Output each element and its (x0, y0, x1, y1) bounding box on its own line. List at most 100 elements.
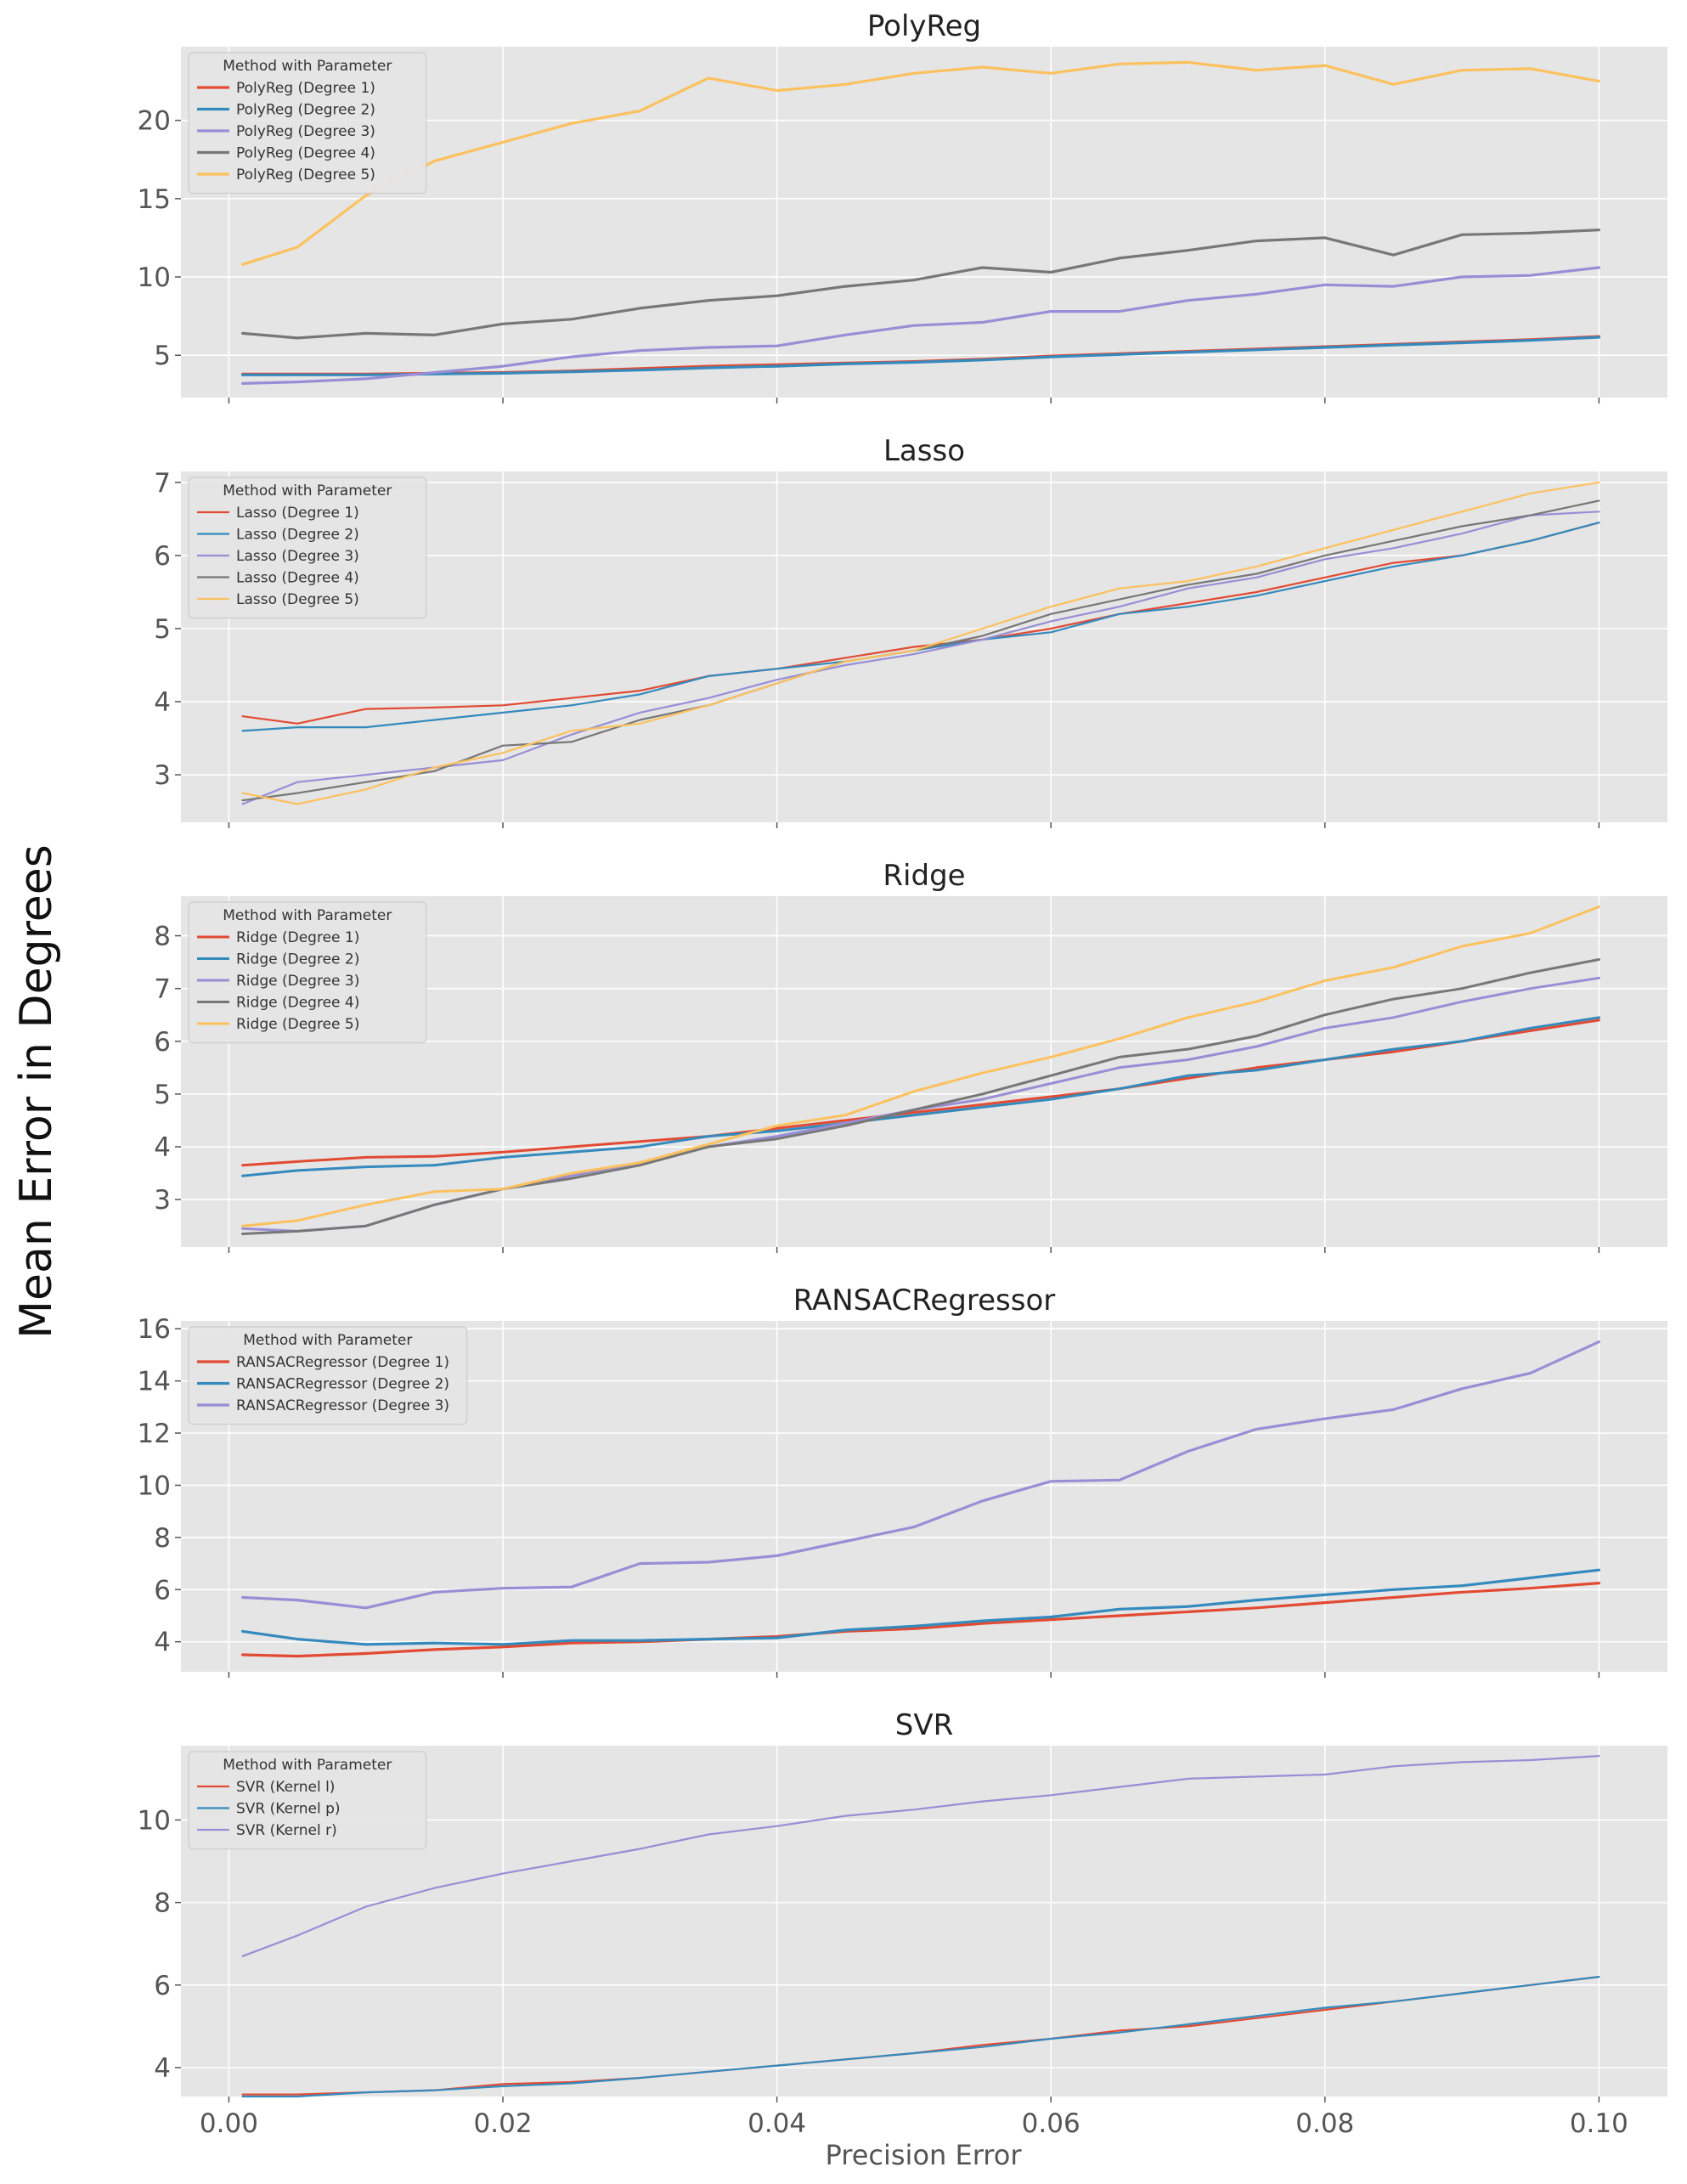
legend-entry: Ridge (Degree 5) (236, 1016, 359, 1033)
series-line (241, 266, 1601, 385)
legend-title: Method with Parameter (243, 1332, 412, 1349)
legend-entry: PolyReg (Degree 2) (236, 102, 375, 119)
y-tick-label: 6 (154, 1575, 171, 1606)
panel-ridge: 3 4 5 6 7 8 Ridge Method with Parameter Ridge (D… (154, 859, 1667, 1253)
legend-entry: SVR (Kernel r) (236, 1822, 337, 1839)
legend: Method with Parameter SVR (Kernel l) SVR (… (188, 1751, 427, 1850)
series-line (241, 481, 1600, 805)
panel-polyreg: 5 10 15 20 PolyReg Method with Parameter PolyR… (138, 9, 1667, 404)
legend-entry: Lasso (Degree 4) (236, 570, 359, 587)
y-tick-label: 5 (154, 614, 171, 645)
legend-box (188, 1326, 468, 1425)
plot-background (181, 1746, 1667, 2097)
y-tick-label: 5 (154, 1080, 171, 1110)
y-tick-label: 7 (154, 468, 171, 499)
legend-title: Method with Parameter (223, 483, 392, 499)
y-tick-label: 14 (138, 1367, 171, 1397)
y-tick-label: 4 (154, 2053, 171, 2084)
panel-title: RANSACRegressor (793, 1284, 1056, 1318)
legend-entry: PolyReg (Degree 4) (236, 145, 375, 162)
x-tick-label: 0.10 (1570, 2108, 1628, 2139)
legend-entry: PolyReg (Degree 5) (236, 166, 375, 183)
legend-entry: PolyReg (Degree 3) (236, 123, 375, 140)
y-tick-label: 10 (138, 1470, 171, 1501)
legend-entry: RANSACRegressor (Degree 1) (236, 1354, 449, 1371)
y-tick-label: 5 (154, 341, 171, 371)
x-axis-label: Precision Error (826, 2139, 1023, 2171)
legend-entry: RANSACRegressor (Degree 3) (236, 1397, 449, 1414)
series-line (241, 522, 1600, 725)
legend-entry: Lasso (Degree 1) (236, 505, 359, 522)
y-tick-label: 6 (154, 1027, 171, 1058)
x-tick-label: 0.02 (474, 2108, 533, 2139)
panel-title: PolyReg (867, 9, 981, 43)
legend: Method with Parameter RANSACRegressor (De… (188, 1326, 468, 1425)
panel-title: Ridge (883, 859, 965, 893)
series-line (241, 229, 1601, 340)
y-axis-label: Mean Error in Degrees (11, 844, 62, 1339)
legend-box (188, 477, 427, 619)
series-line (241, 1016, 1600, 1177)
y-tick-label: 8 (154, 1888, 171, 1919)
series-line (241, 1568, 1601, 1646)
y-tick-label: 3 (154, 760, 171, 791)
legend-entry: PolyReg (Degree 1) (236, 80, 375, 97)
legend-entry: SVR (Kernel l) (236, 1779, 335, 1796)
plot-background (181, 47, 1667, 398)
y-tick-label: 6 (154, 541, 171, 572)
y-tick-label: 15 (138, 184, 171, 215)
y-tick-label: 4 (154, 687, 171, 718)
plot-background (181, 896, 1667, 1247)
legend-title: Method with Parameter (223, 907, 392, 924)
y-tick-label: 7 (154, 974, 171, 1005)
panel-title: Lasso (883, 434, 965, 468)
y-tick-label: 10 (138, 1805, 171, 1836)
y-tick-label: 20 (138, 106, 171, 137)
legend-entry: Lasso (Degree 3) (236, 548, 359, 565)
y-tick-label: 12 (138, 1419, 171, 1449)
x-tick-label: 0.08 (1295, 2108, 1354, 2139)
series-line (241, 1581, 1601, 1658)
x-tick-label: 0.04 (748, 2108, 806, 2139)
legend-title: Method with Parameter (223, 58, 392, 75)
y-tick-label: 6 (154, 1971, 171, 2001)
y-tick-label: 4 (154, 1132, 171, 1163)
y-tick-label: 8 (154, 922, 171, 952)
legend-entry: Ridge (Degree 1) (236, 929, 359, 946)
y-tick-label: 3 (154, 1185, 171, 1216)
series-line (241, 905, 1600, 1227)
series-line (241, 1019, 1600, 1167)
panel-svr: 0.00 0.02 0.04 0.06 0.08 0.10 4 6 8 10 SVR Method w… (138, 1708, 1667, 2139)
legend-entry: Ridge (Degree 3) (236, 973, 359, 990)
series-line (241, 336, 1601, 376)
legend-entry: SVR (Kernel p) (236, 1801, 341, 1818)
panel-title: SVR (895, 1708, 953, 1742)
legend: Method with Parameter Lasso (Degree 1) Las… (188, 477, 427, 619)
x-tick-label: 0.06 (1022, 2108, 1080, 2139)
series-line (241, 1340, 1601, 1610)
legend-box (188, 52, 427, 195)
series-line (241, 1755, 1600, 1957)
legend-box (188, 901, 427, 1044)
legend-box (188, 1751, 427, 1850)
legend-entry: Ridge (Degree 4) (236, 995, 359, 1012)
legend: Method with Parameter Ridge (Degree 1) Rid… (188, 901, 427, 1044)
series-line (241, 958, 1600, 1235)
y-tick-label: 8 (154, 1523, 171, 1554)
legend-entry: RANSACRegressor (Degree 2) (236, 1376, 449, 1393)
legend-entry: Ridge (Degree 2) (236, 951, 359, 968)
panel-ransacregressor: 4 6 8 10 12 14 16 RANSACRegressor Method with Pa… (138, 1284, 1667, 1678)
series-line (241, 60, 1601, 266)
legend: Method with Parameter PolyReg (Degree 1) P… (188, 52, 427, 195)
legend-entry: Lasso (Degree 5) (236, 591, 359, 608)
legend-entry: Lasso (Degree 2) (236, 527, 359, 544)
x-tick-label: 0.00 (200, 2108, 258, 2139)
legend-title: Method with Parameter (223, 1757, 392, 1774)
y-tick-label: 4 (154, 1628, 171, 1658)
y-tick-label: 10 (138, 262, 171, 293)
y-tick-label: 16 (138, 1314, 171, 1345)
series-line (241, 1976, 1600, 2098)
series-line (241, 511, 1600, 805)
panel-lasso: 3 4 5 6 7 Lasso Method with Parameter Lasso (De… (154, 434, 1667, 828)
